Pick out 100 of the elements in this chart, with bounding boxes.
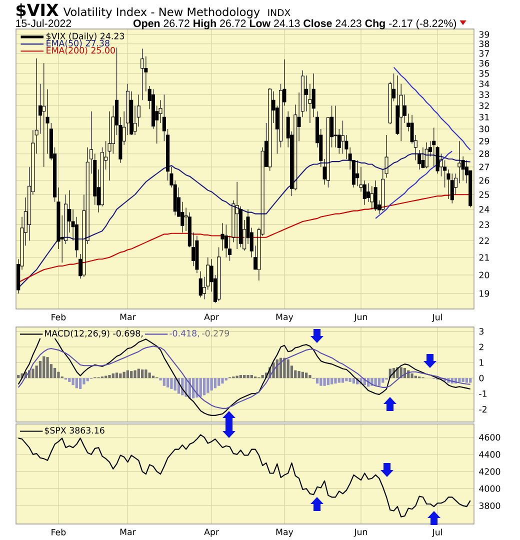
y-tick-label: 31 bbox=[479, 114, 489, 120]
candlestick bbox=[341, 120, 345, 154]
chart-title: $VIX bbox=[16, 3, 58, 18]
bar bbox=[236, 376, 238, 378]
candlestick bbox=[432, 127, 436, 168]
y-tick-label: -1 bbox=[479, 390, 487, 397]
x-tick-label: Mar bbox=[120, 528, 136, 536]
y-tick-label: 4200 bbox=[479, 468, 500, 475]
text: 15-Jul-2022 bbox=[16, 19, 72, 28]
bar bbox=[152, 376, 155, 378]
bar bbox=[46, 357, 49, 378]
bar bbox=[137, 368, 140, 378]
bar bbox=[382, 378, 384, 383]
bar bbox=[119, 373, 122, 378]
bar bbox=[57, 372, 60, 378]
bar bbox=[68, 378, 71, 382]
bar bbox=[469, 378, 472, 383]
bar bbox=[170, 378, 173, 389]
candlestick bbox=[300, 70, 304, 118]
y-tick-label: 22 bbox=[479, 237, 489, 244]
candlestick bbox=[326, 116, 330, 188]
candlestick bbox=[268, 88, 272, 172]
bar bbox=[162, 378, 166, 386]
y-tick-label: 4400 bbox=[479, 451, 500, 458]
candlestick bbox=[140, 48, 144, 100]
bar bbox=[86, 378, 89, 382]
bar bbox=[218, 378, 220, 386]
x-tick-label: Apr bbox=[204, 314, 220, 322]
chart-subtitle: Volatility Index - New Methodology bbox=[63, 7, 260, 18]
bar bbox=[341, 378, 344, 383]
bar bbox=[196, 378, 198, 398]
bar bbox=[243, 374, 246, 378]
line-series bbox=[18, 434, 471, 518]
y-tick-label: 0 bbox=[479, 374, 484, 382]
line-series bbox=[393, 66, 471, 150]
bar bbox=[166, 378, 170, 388]
bar bbox=[108, 374, 111, 378]
candlestick bbox=[42, 62, 46, 168]
bar bbox=[239, 374, 242, 378]
y-tick-label: 3800 bbox=[479, 502, 500, 509]
bar bbox=[320, 378, 322, 386]
bar bbox=[112, 373, 114, 378]
bar bbox=[206, 378, 210, 393]
bar bbox=[140, 370, 144, 378]
y-tick-label: 35 bbox=[479, 70, 489, 77]
bar bbox=[221, 378, 224, 384]
bar bbox=[134, 370, 136, 378]
text: Open 26.72 High 26.72 Low 24.13 Close 24.23 Chg -2.17 (-8.22%) bbox=[133, 19, 456, 30]
legend-label: EMA(200) 25.00 bbox=[46, 46, 115, 55]
candlestick bbox=[424, 142, 428, 169]
bar bbox=[144, 370, 148, 378]
bar bbox=[352, 378, 356, 384]
x-tick-label: May bbox=[276, 314, 294, 322]
bar bbox=[326, 378, 330, 386]
y-tick-label: 32 bbox=[479, 102, 489, 109]
x-tick-label: Jun bbox=[354, 528, 368, 537]
y-tick-label: 19 bbox=[480, 290, 490, 297]
y-tick-label: 23 bbox=[479, 221, 490, 228]
x-tick-label: May bbox=[276, 528, 294, 537]
y-tick-label: 28 bbox=[479, 150, 490, 158]
candlestick bbox=[220, 222, 224, 251]
bar bbox=[261, 374, 264, 378]
bar bbox=[115, 372, 118, 378]
y-tick-label: 21 bbox=[479, 254, 489, 261]
y-tick-label: 20 bbox=[479, 272, 490, 278]
bar bbox=[458, 378, 461, 382]
bar bbox=[298, 371, 300, 378]
bar bbox=[38, 360, 42, 378]
bar bbox=[316, 378, 319, 384]
y-tick-label: 33 bbox=[479, 91, 490, 98]
bar bbox=[462, 378, 464, 382]
bar bbox=[174, 378, 176, 391]
bar bbox=[330, 378, 334, 384]
bar bbox=[465, 378, 468, 383]
candlestick bbox=[436, 146, 440, 174]
x-tick-label: Apr bbox=[204, 528, 220, 537]
candlestick bbox=[217, 246, 221, 302]
bar bbox=[148, 372, 151, 378]
y-tick-label: 30 bbox=[479, 126, 490, 132]
bar bbox=[130, 371, 133, 378]
candlestick bbox=[370, 186, 374, 210]
y-tick-label: 39 bbox=[479, 31, 490, 38]
y-tick-label: 3 bbox=[479, 328, 484, 335]
candlestick bbox=[195, 235, 199, 274]
bar bbox=[308, 374, 312, 378]
x-tick-label: Mar bbox=[120, 314, 136, 320]
candlestick bbox=[308, 84, 312, 124]
bar bbox=[32, 368, 34, 378]
bar bbox=[301, 372, 304, 378]
x-tick-label: Jun bbox=[354, 314, 368, 322]
bar bbox=[17, 374, 20, 378]
bar bbox=[214, 378, 217, 388]
legend-label: $SPX 3863.16 bbox=[44, 426, 104, 435]
line-series bbox=[375, 150, 453, 219]
text: -0.279 bbox=[202, 330, 230, 337]
x-tick-label: Jul bbox=[432, 314, 442, 322]
bar bbox=[250, 374, 253, 378]
y-tick-label: -2 bbox=[479, 406, 486, 412]
y-tick-label: 36 bbox=[479, 60, 490, 67]
bar bbox=[54, 368, 56, 378]
